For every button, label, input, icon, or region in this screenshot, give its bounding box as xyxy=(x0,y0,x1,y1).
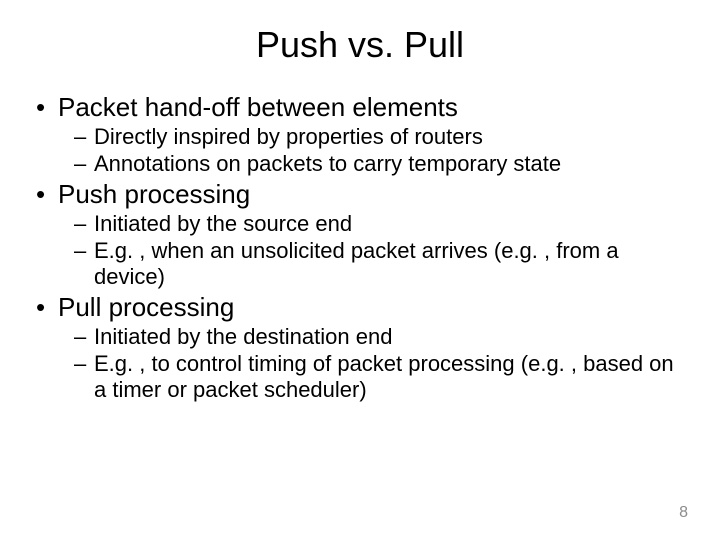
page-number: 8 xyxy=(679,504,688,522)
slide-title: Push vs. Pull xyxy=(36,24,684,66)
bullet-text: Annotations on packets to carry temporar… xyxy=(94,151,684,177)
bullet-dash-icon: – xyxy=(74,324,94,350)
bullet-dot-icon: • xyxy=(36,292,58,323)
bullet-text: Push processing xyxy=(58,179,684,210)
bullet-lvl1: • Push processing xyxy=(36,179,684,210)
bullet-dash-icon: – xyxy=(74,211,94,237)
bullet-text: Initiated by the destination end xyxy=(94,324,684,350)
bullet-lvl2: – Initiated by the destination end xyxy=(74,324,684,350)
bullet-lvl2: – Directly inspired by properties of rou… xyxy=(74,124,684,150)
bullet-text: Directly inspired by properties of route… xyxy=(94,124,684,150)
bullet-dot-icon: • xyxy=(36,179,58,210)
bullet-text: E.g. , when an unsolicited packet arrive… xyxy=(94,238,684,290)
bullet-lvl2: – E.g. , to control timing of packet pro… xyxy=(74,351,684,403)
bullet-lvl1: • Packet hand-off between elements xyxy=(36,92,684,123)
bullet-dash-icon: – xyxy=(74,124,94,150)
bullet-list: • Packet hand-off between elements – Dir… xyxy=(36,92,684,403)
bullet-dash-icon: – xyxy=(74,351,94,403)
slide: Push vs. Pull • Packet hand-off between … xyxy=(0,0,720,540)
bullet-text: Pull processing xyxy=(58,292,684,323)
bullet-dot-icon: • xyxy=(36,92,58,123)
bullet-text: Packet hand-off between elements xyxy=(58,92,684,123)
bullet-lvl2: – Annotations on packets to carry tempor… xyxy=(74,151,684,177)
bullet-lvl2: – Initiated by the source end xyxy=(74,211,684,237)
bullet-lvl2: – E.g. , when an unsolicited packet arri… xyxy=(74,238,684,290)
bullet-lvl1: • Pull processing xyxy=(36,292,684,323)
bullet-dash-icon: – xyxy=(74,151,94,177)
bullet-text: E.g. , to control timing of packet proce… xyxy=(94,351,684,403)
bullet-dash-icon: – xyxy=(74,238,94,290)
bullet-text: Initiated by the source end xyxy=(94,211,684,237)
